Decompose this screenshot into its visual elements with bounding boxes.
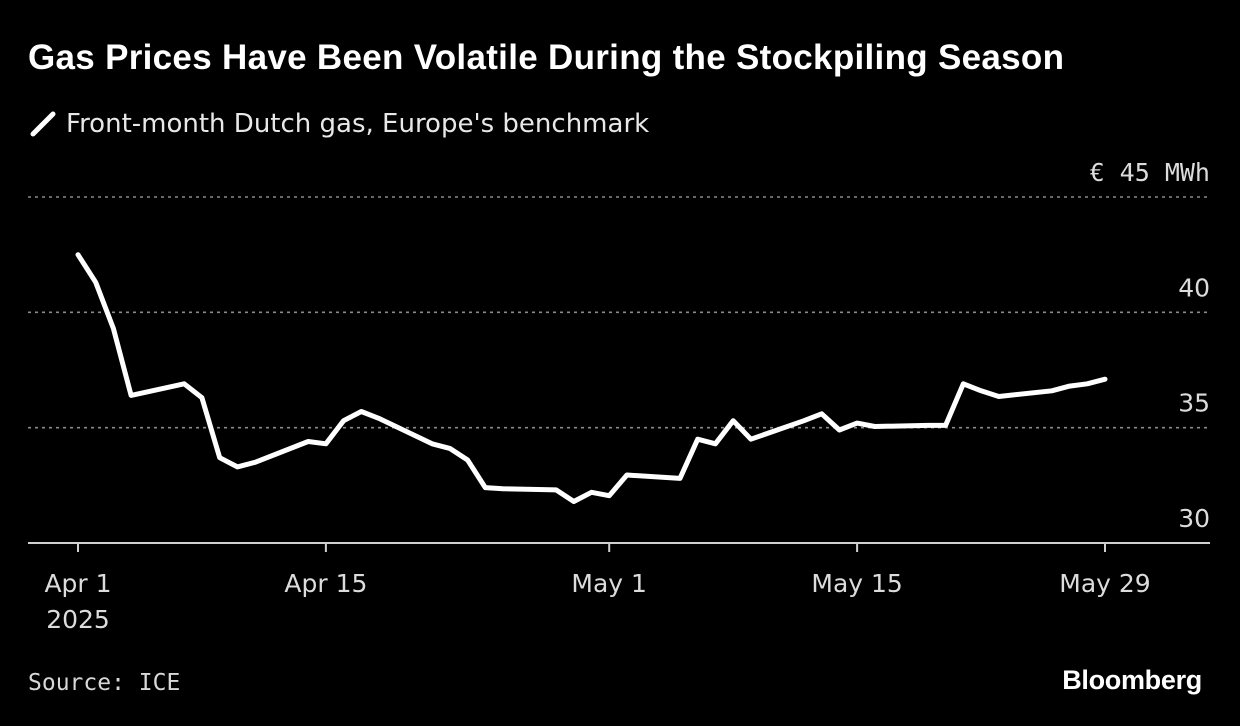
y-axis-labels: € 45 MWh 40 35 30 bbox=[1090, 158, 1210, 533]
bloomberg-logo: Bloomberg bbox=[1062, 665, 1202, 695]
line-swatch-icon bbox=[30, 111, 56, 137]
y-tick-label: 40 bbox=[1178, 273, 1210, 302]
chart-title: Gas Prices Have Been Volatile During the… bbox=[28, 38, 1065, 77]
x-axis: Apr 1 2025 Apr 15 May 1 May 15 May 29 bbox=[28, 542, 1210, 634]
series bbox=[75, 252, 1108, 504]
legend: Front-month Dutch gas, Europe's benchmar… bbox=[30, 106, 649, 142]
y-tick-label: 35 bbox=[1178, 389, 1210, 418]
y-tick-label: 30 bbox=[1178, 504, 1210, 533]
x-tick-label: Apr 15 bbox=[284, 569, 367, 598]
source-note: Source: ICE bbox=[28, 670, 181, 696]
gridlines bbox=[28, 196, 1210, 429]
x-tick-label: Apr 1 bbox=[44, 569, 111, 598]
x-tick-label: May 29 bbox=[1059, 569, 1150, 598]
y-axis-unit-label: € 45 MWh bbox=[1090, 158, 1210, 187]
x-tick-sublabel: 2025 bbox=[46, 605, 110, 634]
x-tick-label: May 1 bbox=[571, 569, 647, 598]
x-tick-label: May 15 bbox=[811, 569, 902, 598]
legend-label: Front-month Dutch gas, Europe's benchmar… bbox=[66, 109, 650, 139]
series-line bbox=[75, 252, 1108, 504]
